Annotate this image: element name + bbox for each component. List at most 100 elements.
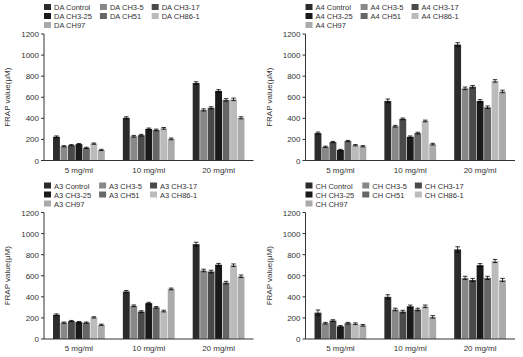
error-bar (209, 107, 213, 109)
y-tick-label: 1200 (21, 30, 39, 39)
bar (83, 323, 90, 339)
error-bar (401, 310, 405, 313)
error-bar (231, 98, 235, 101)
bar (344, 323, 351, 339)
y-tick-label: 200 (287, 135, 301, 144)
x-tick-label: 20 mg/ml (202, 344, 235, 353)
legend-label: DA CH97 (54, 21, 85, 30)
bar (215, 265, 222, 339)
legend-label: DA CH3-5 (110, 3, 144, 12)
bar (223, 283, 230, 339)
legend-swatch (150, 192, 157, 198)
bar (75, 322, 82, 339)
error-bar (338, 326, 342, 328)
y-tick (41, 212, 44, 213)
error-bar (500, 278, 504, 281)
y-tick-label: 800 (26, 72, 40, 81)
error-bar (139, 134, 143, 136)
error-bar (62, 322, 66, 323)
bar (98, 150, 105, 161)
bar (359, 146, 366, 160)
legend-label: A3 CH97 (54, 200, 84, 209)
y-tick-label: 800 (26, 251, 40, 260)
legend-label: A3 CH3-25 (54, 191, 91, 200)
y-tick (303, 317, 306, 318)
legend: DA ControlDA CH3-5DA CH3-17DA CH3-25DA C… (44, 3, 200, 30)
error-bar (154, 129, 158, 131)
x-axis-line (44, 160, 254, 161)
bar (329, 321, 336, 339)
error-bar (224, 281, 228, 284)
x-axis-line (44, 339, 254, 340)
legend-label: A4 CH86-1 (422, 12, 459, 21)
bar (477, 101, 484, 161)
legend-label: DA CH51 (110, 12, 141, 21)
bar (193, 244, 200, 339)
x-tick-label: 5 mg/ml (326, 166, 355, 175)
error-bar (147, 302, 151, 304)
legend-label: CH CH86-1 (425, 191, 464, 200)
y-tick-label: 0 (35, 335, 40, 344)
error-bar (154, 307, 158, 309)
legend-label: DA CH3-17 (162, 3, 200, 12)
error-bar (99, 149, 103, 150)
bar (90, 317, 97, 339)
x-tick-label: 20 mg/ml (464, 344, 497, 353)
bar (123, 292, 130, 339)
y-tick (303, 55, 306, 56)
y-tick (303, 339, 306, 340)
bar (68, 321, 75, 339)
bar (68, 145, 75, 160)
legend-label: A4 CH51 (371, 12, 401, 21)
y-tick (41, 55, 44, 56)
legend-swatch (44, 4, 51, 10)
panel: 0200400600800100012005 mg/ml10 mg/ml20 m… (265, 3, 516, 175)
y-tick-label: 200 (26, 314, 40, 323)
error-bar (201, 109, 205, 111)
error-bar (430, 143, 434, 145)
error-bar (62, 146, 66, 147)
bar (138, 312, 145, 339)
error-bar (485, 276, 489, 279)
y-tick-label: 600 (287, 93, 301, 102)
bar (392, 126, 399, 160)
legend-swatch (412, 4, 419, 10)
error-bar (124, 291, 128, 293)
error-bar (124, 117, 128, 119)
error-bar (216, 263, 220, 266)
error-bar (194, 82, 198, 85)
legend-label: CH Control (316, 182, 353, 191)
bar (414, 133, 421, 160)
x-tick-label: 5 mg/ml (65, 166, 94, 175)
y-tick-label: 800 (287, 72, 301, 81)
bar (75, 144, 82, 160)
bar (422, 121, 429, 161)
legend: A3 ControlA3 CH3-5A3 CH3-17A3 CH3-25A3 C… (44, 182, 197, 209)
legend-swatch (99, 192, 106, 198)
error-bar (463, 276, 467, 279)
bar (215, 91, 222, 161)
bar (407, 137, 414, 161)
y-tick-label: 0 (35, 157, 40, 166)
error-bar (239, 275, 243, 278)
panel: 0200400600800100012005 mg/ml10 mg/ml20 m… (265, 182, 516, 354)
y-tick (303, 34, 306, 35)
bar (429, 317, 436, 339)
bar (462, 88, 469, 160)
legend: A4 ControlA4 CH3-5A4 CH3-17A4 CH3-25A4 C… (306, 3, 459, 30)
bars (315, 43, 506, 161)
y-tick-label: 600 (287, 272, 301, 281)
bar (168, 289, 175, 339)
y-tick-label: 400 (287, 114, 301, 123)
y-tick (41, 97, 44, 98)
bars (315, 247, 506, 339)
legend-label: DA Control (54, 3, 91, 12)
y-tick-label: 0 (296, 157, 301, 166)
y-tick (303, 275, 306, 276)
bar (153, 307, 160, 339)
error-bar (478, 100, 482, 103)
y-tick-label: 1000 (283, 230, 301, 239)
legend-swatch (306, 13, 313, 19)
x-tick-label: 20 mg/ml (464, 166, 497, 175)
y-axis-label: FRAP value(μM) (265, 246, 274, 305)
